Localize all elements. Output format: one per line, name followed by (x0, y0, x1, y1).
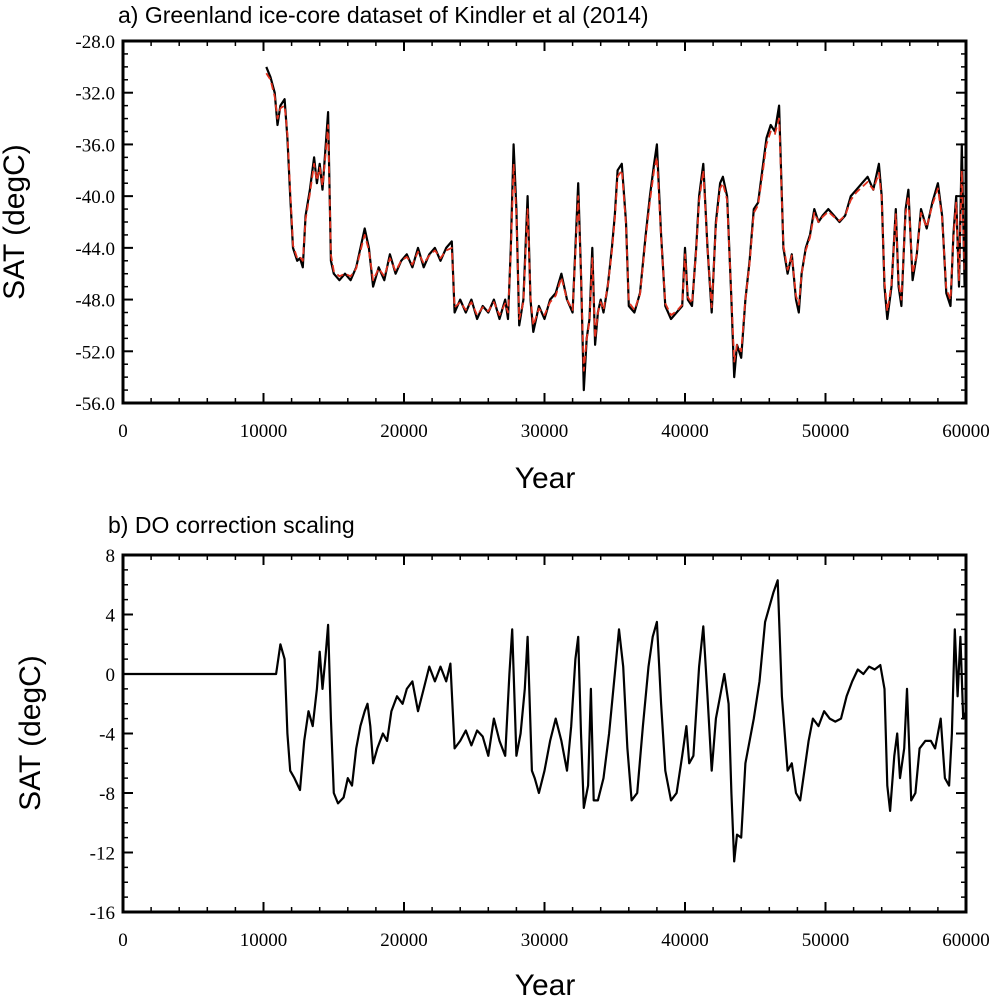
panel-a-x-axis-label: Year (515, 462, 576, 495)
panel-b-x-tick-label: 20000 (380, 930, 428, 951)
panel-b-x-tick-label: 30000 (521, 930, 569, 951)
panel-b-y-tick-labels: 8 4 0 -4 -8 -12 -16 (90, 546, 116, 924)
panel-a-ice-core: a) Greenland ice-core dataset of Kindler… (0, 2, 990, 495)
panel-a-y-tick-label: -28.0 (75, 32, 115, 53)
panel-b-y-tick-label: -12 (90, 844, 115, 865)
panel-a-x-tick-label: 10000 (240, 421, 288, 442)
panel-a-y-tick-label: -36.0 (75, 135, 115, 156)
panel-b-x-tick-label: 0 (118, 930, 128, 951)
panel-b-ticks (122, 554, 967, 913)
panel-a-series-line-2 (265, 72, 966, 372)
panel-b-x-tick-label: 40000 (661, 930, 709, 951)
panel-b-series (123, 579, 968, 863)
panel-a-y-axis-label: SAT (degC) (0, 144, 31, 300)
panel-a-y-tick-labels: -28.0 -32.0 -36.0 -40.0 -44.0 -48.0 -52.0 -56.0 (75, 32, 115, 415)
panel-a-y-tick-label: -56.0 (75, 394, 115, 415)
panel-a-y-tick-label: -44.0 (75, 239, 115, 260)
panel-a-title: a) Greenland ice-core dataset of Kindler… (118, 2, 649, 28)
panel-a-x-tick-labels: 0 10000 20000 30000 40000 50000 60000 (118, 421, 990, 442)
panel-b-y-tick-label: -4 (99, 725, 115, 746)
panel-a-y-tick-label: -40.0 (75, 187, 115, 208)
panel-b-x-tick-label: 60000 (942, 930, 990, 951)
panel-a-series-line-1 (265, 66, 966, 392)
panel-b-x-axis-label: Year (515, 969, 576, 998)
panel-b-y-tick-label: 8 (106, 546, 116, 567)
panel-b-do-correction: b) DO correction scaling 8 4 0 -4 -8 -12 -16 0… (14, 512, 990, 998)
panel-b-y-axis-label: SAT (degC) (14, 655, 47, 811)
panel-a-x-tick-label: 0 (118, 421, 128, 442)
panel-b-series-line-1 (123, 579, 968, 863)
panel-b-x-tick-label: 50000 (802, 930, 850, 951)
panel-a-x-tick-label: 20000 (380, 421, 428, 442)
panel-b-y-tick-label: -8 (99, 784, 115, 805)
panel-b-y-tick-label: 4 (106, 606, 116, 627)
panel-a-plot-frame (121, 39, 968, 405)
panel-b-x-tick-labels: 0 10000 20000 30000 40000 50000 60000 (118, 930, 990, 951)
panel-b-title: b) DO correction scaling (108, 512, 355, 538)
panel-b-plot-frame (121, 553, 968, 914)
panel-a-x-tick-label: 60000 (942, 421, 990, 442)
panel-b-y-tick-label: -16 (90, 903, 115, 924)
panel-a-y-tick-label: -52.0 (75, 342, 115, 363)
panel-a-x-tick-label: 30000 (521, 421, 569, 442)
panel-a-series (265, 66, 966, 392)
panel-a-x-tick-label: 50000 (802, 421, 850, 442)
panel-b-y-tick-label: 0 (106, 665, 116, 686)
panel-a-x-tick-label: 40000 (661, 421, 709, 442)
panel-b-x-tick-label: 10000 (240, 930, 288, 951)
panel-a-y-tick-label: -32.0 (75, 84, 115, 105)
panel-a-y-tick-label: -48.0 (75, 291, 115, 312)
